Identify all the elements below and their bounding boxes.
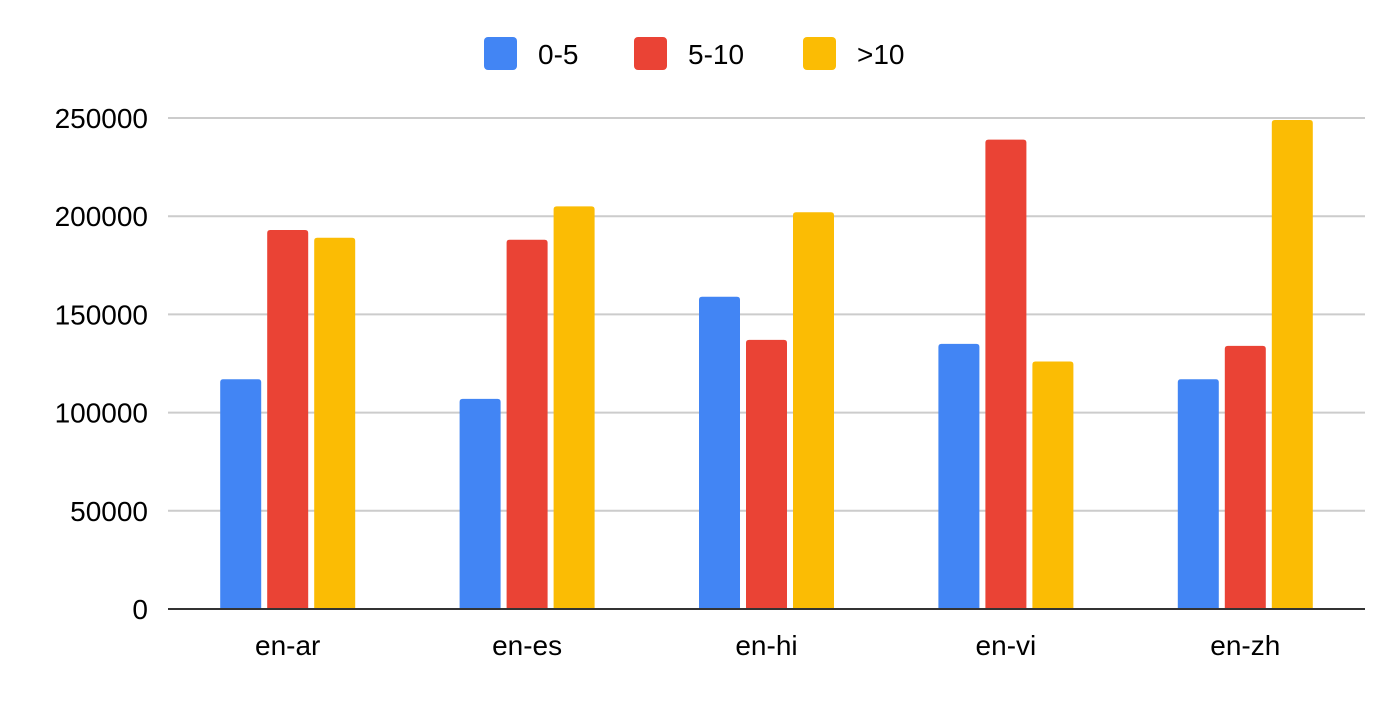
bar-en-es->10: [553, 206, 595, 609]
y-tick-label: 150000: [55, 299, 148, 330]
legend: 0-5 5-10 >10: [484, 37, 905, 70]
y-tick-label: 200000: [55, 201, 148, 232]
y-tick-label: 50000: [70, 496, 148, 527]
legend-swatch-5-10: [634, 37, 667, 70]
gridlines: [168, 117, 1365, 512]
x-tick-label: en-vi: [976, 630, 1037, 661]
bar-en-vi-0-5: [938, 343, 980, 609]
legend-swatch-0-5: [484, 37, 517, 70]
x-axis: en-ar en-es en-hi en-vi en-zh: [168, 608, 1365, 661]
bar-en-hi->10: [793, 212, 834, 609]
bar-en-zh-0-5: [1177, 379, 1219, 609]
bar-en-hi-0-5: [699, 296, 740, 609]
x-tick-label: en-ar: [255, 630, 320, 661]
bar-en-vi-5-10: [985, 139, 1027, 609]
x-tick-label: en-es: [492, 630, 562, 661]
x-tick-label: en-hi: [735, 630, 797, 661]
bar-en-es-5-10: [506, 239, 548, 609]
y-axis: 0 50000 100000 150000 200000 250000: [55, 103, 148, 625]
x-tick-label: en-zh: [1210, 630, 1280, 661]
bars: [220, 119, 1313, 610]
bar-en-zh-5-10: [1224, 345, 1266, 609]
bar-en-ar-0-5: [220, 379, 262, 609]
legend-label: 5-10: [688, 39, 744, 70]
bar-en-es-0-5: [459, 398, 501, 609]
bar-en-vi->10: [1032, 361, 1074, 609]
bar-en-ar-5-10: [267, 229, 309, 609]
y-tick-label: 100000: [55, 398, 148, 429]
legend-label: >10: [857, 39, 905, 70]
bar-en-hi-5-10: [746, 339, 787, 609]
y-tick-label: 0: [132, 594, 148, 625]
legend-label: 0-5: [538, 39, 578, 70]
legend-swatch->10: [803, 37, 836, 70]
y-tick-label: 250000: [55, 103, 148, 134]
bar-en-zh->10: [1271, 119, 1313, 610]
bar-en-ar->10: [314, 237, 356, 609]
